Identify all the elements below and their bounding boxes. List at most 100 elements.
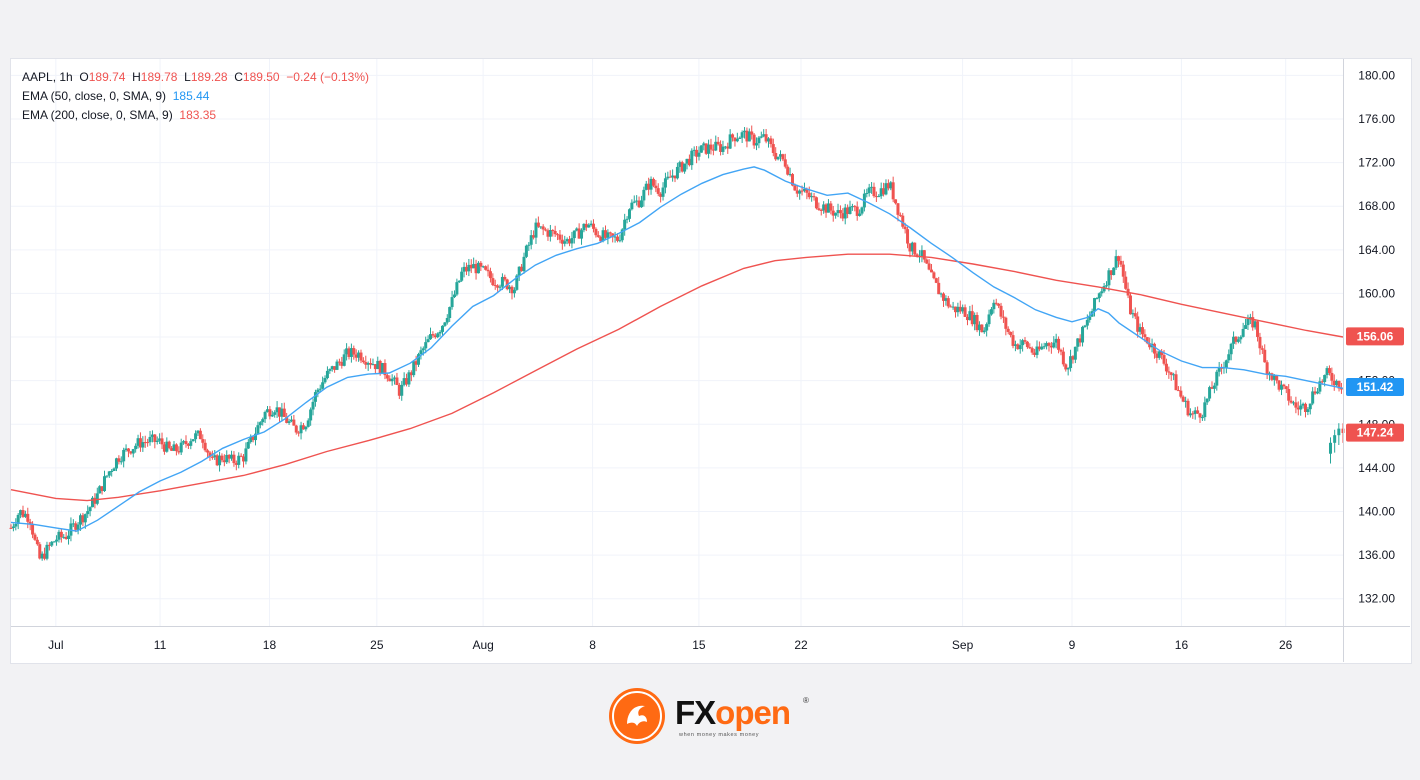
candle-body [76, 524, 80, 530]
candle-body [1006, 328, 1010, 332]
candle-body [714, 141, 718, 151]
candle-body [1121, 264, 1125, 277]
candle-body [512, 289, 516, 294]
candle-body [1212, 385, 1216, 389]
candle-body [795, 190, 799, 194]
candle-body [925, 259, 929, 264]
candle-body [74, 523, 78, 530]
candle-body [117, 458, 121, 462]
candle-body [1251, 317, 1255, 328]
candle-body [419, 350, 423, 355]
candle-body [1131, 313, 1135, 315]
candle-body [534, 222, 538, 238]
candle-body [790, 174, 794, 186]
candle-body [1004, 317, 1008, 329]
candle-body [520, 266, 524, 272]
candle-body [949, 306, 953, 308]
candle-body [1193, 410, 1197, 414]
candle-body [1301, 403, 1305, 406]
candle-body [937, 282, 941, 295]
candle-body [1164, 363, 1168, 372]
candle-body [934, 278, 938, 283]
candle-body [325, 370, 329, 379]
change-value: −0.24 (−0.13%) [286, 70, 369, 84]
candle-body [1097, 293, 1101, 299]
footer [0, 668, 1420, 780]
candle-body [1152, 343, 1156, 354]
x-tick-label: 15 [692, 638, 706, 652]
candle-body [472, 263, 476, 269]
candle-body [769, 138, 773, 145]
candle-body [323, 378, 327, 383]
candle-body [299, 425, 303, 434]
candle-body [357, 352, 361, 358]
fxopen-logo[interactable]: FXopen ® when money makes money [609, 688, 829, 748]
candle-body [258, 422, 262, 426]
candle-body [107, 471, 111, 476]
open-label: O [79, 70, 89, 84]
candle-body [1299, 405, 1303, 410]
candle-body [651, 178, 655, 186]
candle-body [184, 441, 188, 445]
y-tick-label: 136.00 [1358, 548, 1395, 562]
candle-body [143, 442, 147, 444]
candle-body [131, 449, 135, 454]
candle-body [1138, 327, 1142, 332]
x-tick-label: 26 [1279, 638, 1293, 652]
candle-body [112, 468, 116, 471]
candle-body [656, 188, 660, 194]
candle-body [807, 192, 811, 198]
candle-body [484, 266, 488, 270]
candle-body [1313, 391, 1317, 394]
candle-body [98, 486, 102, 494]
candle-body [1119, 260, 1123, 265]
candle-body [608, 232, 612, 234]
candle-body [493, 285, 497, 287]
candle-body [335, 361, 339, 370]
candle-body [452, 294, 456, 298]
candle-body [1308, 403, 1312, 410]
candle-body [153, 434, 157, 442]
candle-body [275, 407, 279, 413]
candle-body [903, 226, 907, 230]
candle-body [1181, 396, 1185, 402]
candle-body [1145, 337, 1149, 344]
candle-body [306, 420, 310, 427]
y-tick-label: 164.00 [1358, 243, 1395, 257]
candle-body [1335, 380, 1339, 386]
candle-body [244, 448, 248, 462]
candle-body [1160, 351, 1164, 356]
candle-body [697, 152, 701, 157]
candle-body [277, 407, 281, 417]
candle-body [1191, 413, 1195, 415]
candle-body [309, 409, 313, 421]
candle-body [843, 207, 847, 219]
candle-body [227, 454, 231, 459]
candle-body [1284, 386, 1288, 390]
candle-body [810, 196, 814, 198]
candle-body [977, 324, 981, 331]
candle-body [695, 149, 699, 157]
candle-body [102, 476, 106, 492]
y-tick-label: 160.00 [1358, 286, 1395, 300]
candle-body [1188, 413, 1192, 416]
candle-body [958, 306, 962, 312]
candle-body [52, 541, 56, 543]
candle-body [45, 544, 49, 559]
candle-body [592, 223, 596, 229]
candle-body [1263, 349, 1267, 363]
candle-body [397, 384, 401, 396]
candle-body [455, 282, 459, 295]
candle-body [743, 130, 747, 133]
candle-body [637, 200, 641, 208]
candle-body [1037, 346, 1041, 350]
candle-body [982, 330, 986, 333]
candle-body [639, 200, 643, 208]
candle-body [160, 438, 164, 445]
candle-body [556, 234, 560, 236]
candle-body [1042, 346, 1046, 348]
low-value: 189.28 [190, 70, 228, 84]
candle-body [251, 436, 255, 441]
candle-body [858, 213, 862, 216]
